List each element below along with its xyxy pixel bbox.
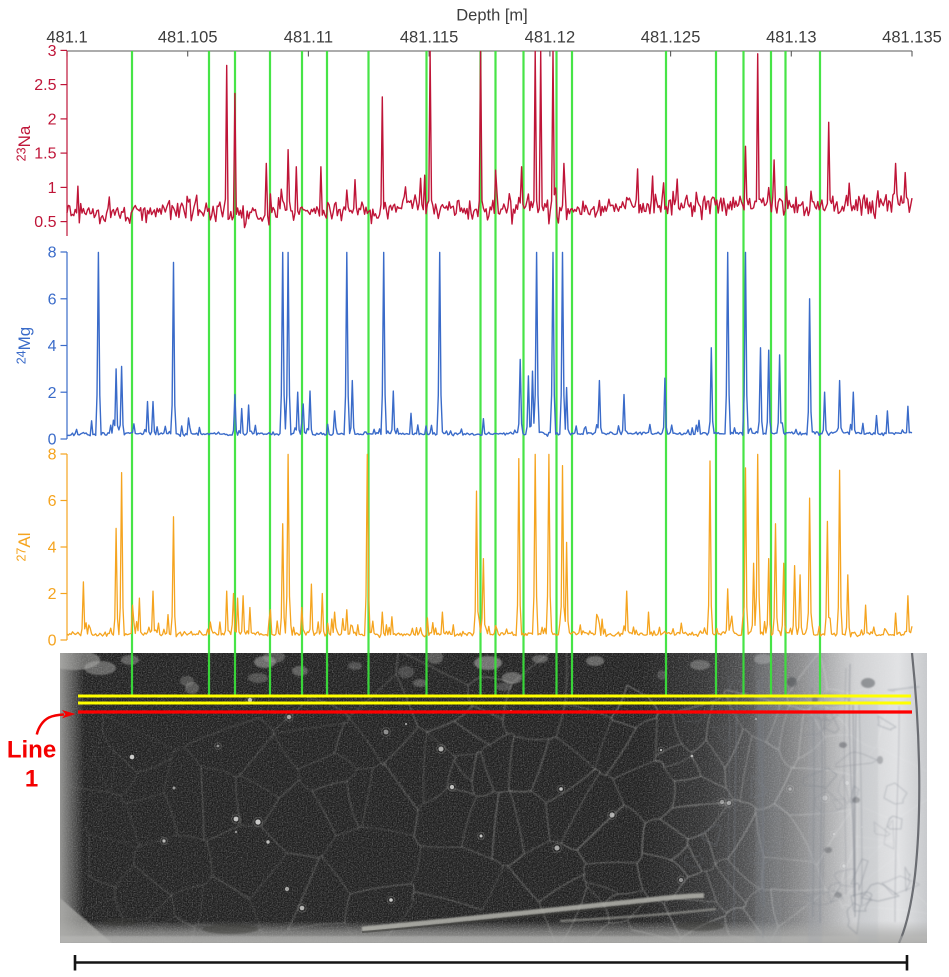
svg-text:6: 6 [48,493,57,510]
svg-text:Line: Line [7,737,56,764]
svg-text:8: 8 [48,245,57,262]
svg-text:4: 4 [48,338,57,355]
svg-text:23Na: 23Na [15,125,35,161]
svg-text:481.13: 481.13 [766,28,816,46]
svg-text:1: 1 [25,766,38,793]
svg-text:2.5: 2.5 [34,77,56,94]
svg-text:4: 4 [48,540,57,557]
svg-text:2: 2 [48,586,57,603]
svg-text:24Mg: 24Mg [15,327,35,365]
svg-text:481.1: 481.1 [46,28,87,46]
svg-text:481.11: 481.11 [284,28,333,46]
svg-text:2: 2 [48,385,57,402]
svg-text:481.115: 481.115 [400,28,458,46]
svg-text:3: 3 [48,43,57,60]
svg-text:6: 6 [48,291,57,308]
svg-text:1: 1 [48,180,57,197]
svg-text:8: 8 [48,447,57,464]
svg-text:481.105: 481.105 [158,28,218,46]
svg-text:27Al: 27Al [15,532,35,561]
svg-text:0: 0 [48,633,57,650]
svg-text:1.5: 1.5 [34,146,56,163]
svg-text:481.125: 481.125 [641,28,701,46]
svg-text:0: 0 [48,432,57,449]
svg-text:481.12: 481.12 [525,28,575,46]
svg-text:481.135: 481.135 [882,28,942,46]
svg-text:Depth [m]: Depth [m] [456,6,528,24]
svg-text:2: 2 [48,112,57,129]
svg-text:0.5: 0.5 [34,214,56,231]
